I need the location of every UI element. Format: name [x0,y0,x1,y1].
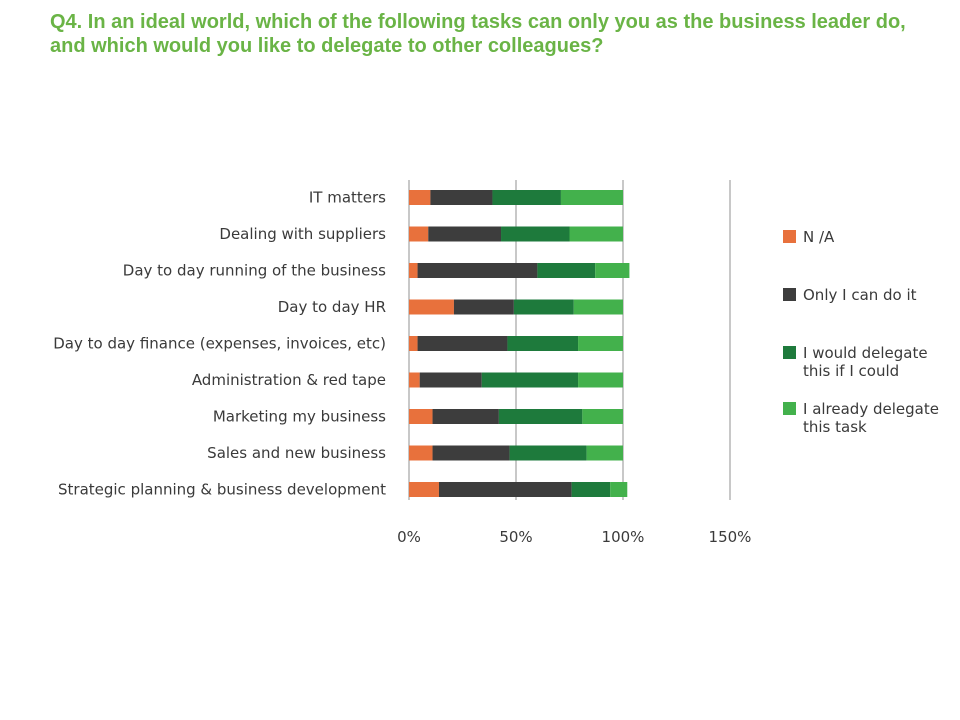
bar-segment-1-0 [409,226,429,242]
bar-segment-4-2 [507,336,579,351]
bar-segment-4-1 [417,336,508,351]
x-axis-ticks: 0% 50% 100% 150% [397,528,751,546]
bar-segment-4-0 [409,336,418,351]
bar-segment-5-0 [409,372,420,388]
legend-label-3-1: this task [803,418,867,436]
category-label-8: Strategic planning & business developmen… [58,481,386,499]
bar-segment-2-1 [417,263,538,278]
bar-segment-8-3 [610,482,628,497]
bar-segment-7-0 [409,445,433,461]
legend-label-0-0: N /A [803,228,835,246]
legend-label-2-1: this if I could [803,362,899,380]
legend-swatch-1 [783,288,796,301]
bar-segment-0-2 [492,190,561,205]
bar-segment-6-2 [498,409,583,424]
legend-swatch-0 [783,230,796,243]
bar-segment-0-3 [560,190,623,205]
legend-label-3-0: I already delegate [803,400,939,418]
category-label-2: Day to day running of the business [123,262,386,280]
bar-segment-3-1 [453,299,514,315]
legend-label-2-0: I would delegate [803,344,928,362]
legend-label-1-0: Only I can do it [803,286,917,304]
category-label-6: Marketing my business [213,408,386,426]
tick-label-3: 150% [709,528,752,546]
bar-segment-8-2 [571,482,611,497]
tick-label-0: 0% [397,528,421,546]
bar-segment-7-3 [586,445,623,461]
bars [409,190,630,497]
category-label-4: Day to day finance (expenses, invoices, … [53,335,386,353]
tick-label-1: 50% [499,528,532,546]
bar-segment-7-2 [509,445,587,461]
category-labels: IT matters Dealing with suppliers Day to d… [53,189,386,499]
bar-segment-3-3 [573,299,623,315]
category-label-5: Administration & red tape [192,371,386,389]
bar-segment-2-3 [595,263,630,278]
bar-segment-4-3 [578,336,623,351]
bar-segment-8-0 [409,482,439,497]
bar-segment-3-2 [513,299,574,315]
tick-label-2: 100% [602,528,645,546]
bar-segment-6-3 [582,409,623,424]
bar-segment-5-3 [578,372,623,388]
bar-segment-2-2 [537,263,596,278]
question-title: Q4. In an ideal world, which of the foll… [50,11,906,57]
bar-segment-1-1 [428,226,502,242]
category-label-1: Dealing with suppliers [219,225,386,243]
bar-segment-7-1 [432,445,510,461]
bar-segment-5-2 [481,372,579,388]
category-label-3: Day to day HR [278,298,386,316]
bar-segment-8-1 [438,482,572,497]
bar-segment-0-1 [430,190,493,205]
bar-segment-5-1 [419,372,482,388]
category-label-0: IT matters [309,189,386,207]
legend-swatch-2 [783,346,796,359]
category-label-7: Sales and new business [207,444,386,462]
bar-segment-2-0 [409,263,418,278]
bar-segment-1-2 [501,226,570,242]
bar-segment-0-0 [409,190,431,205]
bar-segment-1-3 [569,226,623,242]
bar-segment-6-0 [409,409,433,424]
bar-segment-3-0 [409,299,454,315]
legend-swatch-3 [783,402,796,415]
bar-segment-6-1 [432,409,499,424]
